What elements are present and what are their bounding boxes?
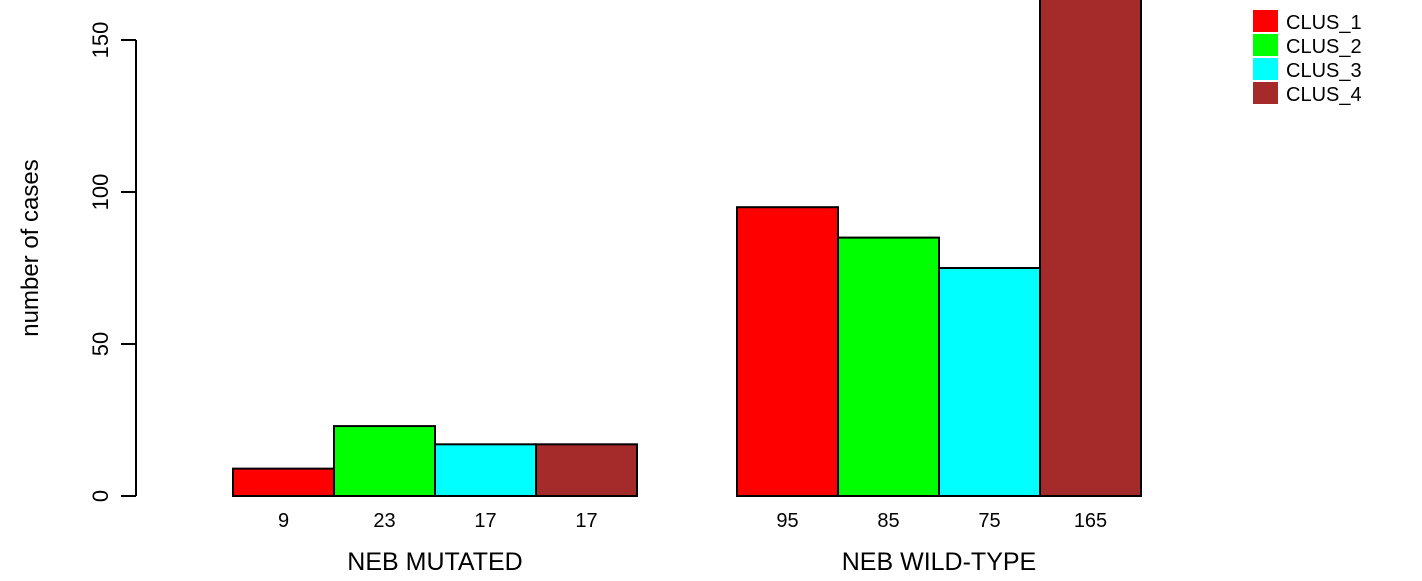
legend-swatch — [1253, 82, 1278, 104]
y-tick-label: 50 — [88, 332, 113, 356]
bar-1-clus-4 — [535, 443, 638, 498]
bar-count-label: 17 — [575, 510, 597, 532]
legend-label: CLUS_1 — [1286, 12, 1362, 34]
y-tick-label: 100 — [88, 174, 113, 211]
y-tick-label: 150 — [88, 22, 113, 59]
bar-2-clus-1 — [736, 206, 839, 497]
bar-count-label: 75 — [978, 510, 1000, 532]
legend-label: CLUS_2 — [1286, 36, 1362, 58]
y-axis-label: number of cases — [17, 159, 44, 336]
bar-count-label: 17 — [474, 510, 496, 532]
bar-2-clus-3 — [938, 267, 1041, 497]
legend-label: CLUS_3 — [1286, 60, 1362, 82]
y-axis: 0 50 100 150 — [88, 22, 137, 502]
group-labels: NEB MUTATED NEB WILD-TYPE — [347, 548, 1036, 576]
bar-count-label: 165 — [1074, 510, 1107, 532]
group-label: NEB MUTATED — [347, 548, 522, 576]
bar-count-labels: 9 23 17 17 95 85 75 165 — [278, 510, 1107, 532]
bar-1-clus-3 — [434, 443, 537, 498]
bar-1-clus-2 — [333, 425, 436, 497]
bar-count-label: 85 — [877, 510, 899, 532]
legend-label: CLUS_4 — [1286, 84, 1362, 106]
bar-count-label: 95 — [776, 510, 798, 532]
bar-2-clus-2 — [837, 236, 940, 497]
bar-1-clus-1 — [232, 467, 335, 498]
legend-swatch — [1253, 34, 1278, 56]
legend-swatch — [1253, 58, 1278, 80]
bars — [232, 0, 1142, 498]
bar-count-label: 23 — [373, 510, 395, 532]
legend-swatch — [1253, 10, 1278, 32]
group-label: NEB WILD-TYPE — [842, 548, 1036, 576]
bar-2-clus-4 — [1039, 0, 1142, 498]
bar-count-label: 9 — [278, 510, 289, 532]
y-tick-label: 0 — [88, 490, 113, 502]
